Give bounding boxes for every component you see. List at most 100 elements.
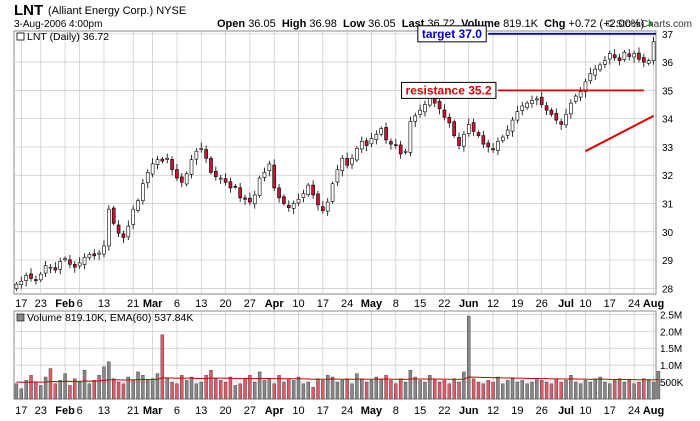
candlestick <box>418 104 422 118</box>
volume-bar <box>418 380 422 400</box>
volume-bar <box>651 381 656 400</box>
candlestick <box>277 183 281 203</box>
x-tick-label: 24 <box>341 405 353 417</box>
candle-body <box>48 266 53 269</box>
volume-panel: 500K 1.0M 1.5M 2.0M 2.5M Volume 819.10K, EMA(… <box>13 310 684 400</box>
candlestick <box>622 49 627 62</box>
candle-body <box>642 57 646 63</box>
candlestick <box>170 156 174 176</box>
candle-body <box>252 194 257 205</box>
candle-body <box>97 252 101 255</box>
candle-body <box>277 187 281 199</box>
volume-bar <box>642 378 646 400</box>
volume-bar <box>350 383 354 400</box>
chg-value: +0.72 (+2.00%) <box>568 18 645 30</box>
x-tick-label: 12 <box>487 405 499 417</box>
candle-body <box>466 124 471 134</box>
volume-bar <box>447 383 452 400</box>
candle-body <box>622 51 627 60</box>
candlestick <box>607 50 612 65</box>
candlestick <box>345 152 349 169</box>
candlestick <box>238 182 242 202</box>
candlestick <box>491 142 495 153</box>
candlestick <box>476 130 481 138</box>
candlestick <box>398 141 403 159</box>
candlestick <box>471 118 476 137</box>
volume-bar <box>189 376 194 400</box>
volume-bar <box>58 380 62 400</box>
candlestick <box>379 126 384 137</box>
candlestick <box>364 137 369 152</box>
volume-bar <box>262 380 267 400</box>
candlestick <box>107 205 111 251</box>
candle-body <box>569 102 573 115</box>
candlestick <box>189 154 194 179</box>
candlestick <box>583 78 588 98</box>
brand-link[interactable]: © StockCharts.com <box>605 19 692 30</box>
candle-body <box>136 200 140 211</box>
candlestick <box>325 198 330 216</box>
volume-bar <box>525 383 529 400</box>
y-tick-label: 32 <box>662 171 674 182</box>
volume-bar <box>583 380 588 400</box>
candlestick <box>248 192 252 206</box>
x-tick-label: Mar <box>143 298 163 310</box>
candlestick <box>68 254 72 269</box>
quote-datetime: 3-Aug-2006 4:00pm <box>14 19 103 30</box>
volume-bar <box>379 378 383 400</box>
x-tick-label: Jul <box>558 405 574 417</box>
volume-plot-frame <box>13 310 657 400</box>
candle-body <box>77 262 82 267</box>
volume-bar <box>48 368 53 400</box>
candle-body <box>500 136 505 142</box>
volume-y-tick-label: 1.0M <box>660 361 682 372</box>
candlestick <box>14 281 19 291</box>
volume-bar <box>150 378 155 400</box>
candle-body <box>549 109 554 115</box>
x-tick-label: 15 <box>414 405 426 417</box>
volume-bar <box>603 381 607 400</box>
x-tick-label: 13 <box>195 298 207 310</box>
volume-y-tick-label: 1.5M <box>660 344 682 355</box>
candle-body <box>175 169 179 179</box>
volume-bar <box>413 376 417 400</box>
candle-body <box>155 159 160 165</box>
candlestick <box>603 55 607 69</box>
candlestick <box>72 261 77 273</box>
candle-body <box>510 119 515 132</box>
candlestick <box>286 200 291 212</box>
x-tick-label: 6 <box>77 405 83 417</box>
y-tick-label: 28 <box>662 284 674 295</box>
x-tick-label: Jul <box>558 298 574 310</box>
volume-bar <box>423 381 427 400</box>
volume-bar <box>233 385 238 400</box>
volume-bar <box>408 370 413 400</box>
candle-body <box>111 207 116 224</box>
volume-bar <box>452 378 456 400</box>
volume-bar <box>432 378 437 400</box>
candle-body <box>29 273 33 279</box>
candle-body <box>14 283 19 289</box>
candlestick <box>141 178 145 205</box>
x-tick-label: Feb <box>55 298 75 310</box>
candle-body <box>82 256 87 265</box>
volume-bar <box>467 315 471 400</box>
x-tick-label: Jun <box>459 405 479 417</box>
volume-bar <box>535 378 539 400</box>
x-tick-label: 8 <box>393 298 399 310</box>
volume-bar <box>608 383 612 400</box>
candle-body <box>223 178 228 183</box>
candlestick <box>24 272 28 287</box>
candle-body <box>651 41 656 61</box>
volume-bar <box>19 388 24 400</box>
candlestick <box>165 153 170 164</box>
candlestick <box>316 190 320 211</box>
candle-body <box>437 101 442 110</box>
candlestick <box>160 156 165 164</box>
candle-body <box>43 265 48 274</box>
candlestick <box>340 155 345 177</box>
candlestick <box>126 220 131 240</box>
candle-body <box>335 169 340 183</box>
candle-body <box>393 144 398 146</box>
candle-body <box>637 52 641 60</box>
